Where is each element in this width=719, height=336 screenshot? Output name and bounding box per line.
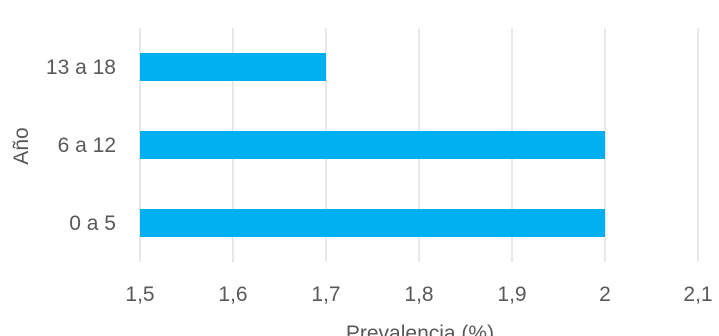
bar — [140, 209, 605, 237]
y-tick-label: 6 a 12 — [58, 134, 116, 157]
x-tick-label: 1,7 — [311, 283, 340, 306]
x-tick-label: 1,9 — [497, 283, 526, 306]
bars — [140, 53, 605, 237]
y-tick-labels: 0 a 5 6 a 12 13 a 18 — [46, 56, 116, 235]
bar — [140, 131, 605, 159]
x-tick-label: 2,1 — [683, 283, 712, 306]
y-tick-label: 13 a 18 — [46, 56, 116, 79]
y-axis-title: Año — [10, 127, 33, 164]
x-tick-label: 1,5 — [125, 283, 154, 306]
x-tick-label: 2 — [599, 283, 611, 306]
x-tick-labels: 1,5 1,6 1,7 1,8 1,9 2 2,1 — [125, 283, 712, 306]
x-axis-title: Prevalencia (%) — [346, 322, 494, 336]
x-tick-label: 1,8 — [404, 283, 433, 306]
x-tick-label: 1,6 — [218, 283, 247, 306]
y-tick-label: 0 a 5 — [69, 212, 116, 235]
bar — [140, 53, 326, 81]
